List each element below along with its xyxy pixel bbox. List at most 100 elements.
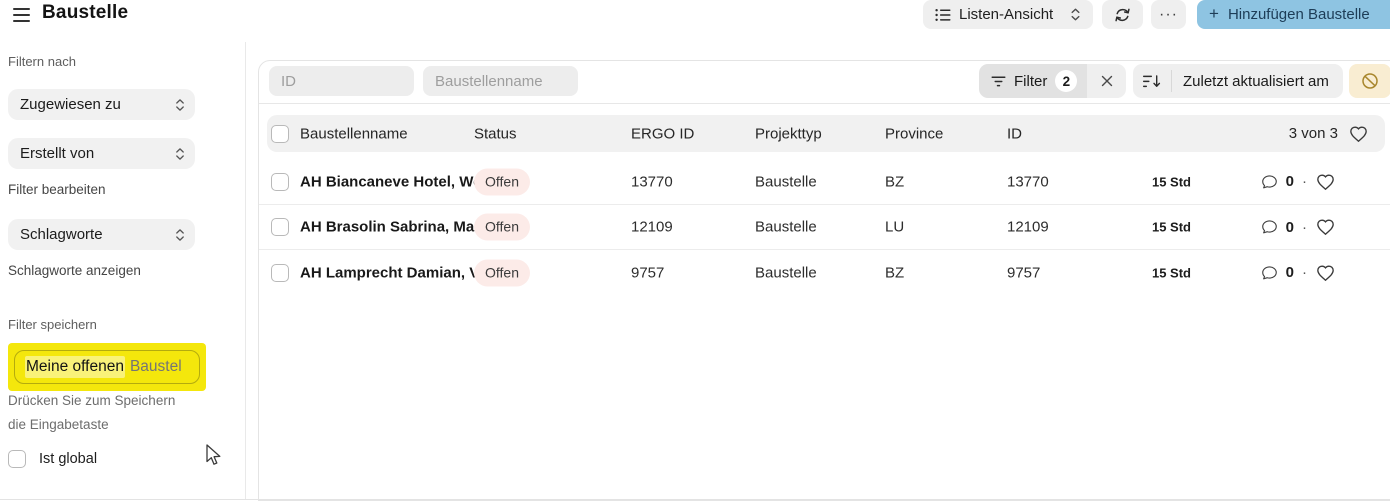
comment-count: 0 bbox=[1285, 218, 1294, 236]
comment-count: 0 bbox=[1285, 173, 1294, 190]
refresh-button[interactable] bbox=[1102, 0, 1143, 29]
cell-baustellenname[interactable]: AH Biancaneve Hotel, Wo bbox=[300, 173, 476, 190]
row-count-label: 3 von 3 bbox=[1288, 125, 1338, 142]
add-baustelle-label: Hinzufügen Baustelle bbox=[1227, 6, 1370, 23]
row-meta: 0 · bbox=[1260, 217, 1336, 237]
cell-province: BZ bbox=[885, 173, 905, 190]
heart-icon[interactable] bbox=[1315, 217, 1336, 237]
tags-select[interactable]: Schlagworte bbox=[8, 219, 195, 250]
show-tags-link[interactable]: Schlagworte anzeigen bbox=[8, 263, 141, 278]
comment-icon[interactable] bbox=[1260, 218, 1279, 236]
created-by-label: Erstellt von bbox=[20, 145, 95, 162]
results-card: Filter 2 Zuletzt aktualisiert am bbox=[258, 60, 1390, 501]
column-baustellenname[interactable]: Baustellenname bbox=[300, 125, 408, 142]
cell-status: Offen bbox=[474, 259, 530, 286]
chevron-updown-icon bbox=[175, 98, 185, 112]
table-header: Baustellenname Status ERGO ID Projekttyp… bbox=[267, 115, 1385, 152]
save-filter-hint: Drücken Sie zum Speichern die Eingabetas… bbox=[8, 393, 176, 432]
window-bottom-edge bbox=[0, 499, 1390, 500]
cell-ergo-id: 9757 bbox=[631, 264, 665, 281]
filter-button[interactable]: Filter 2 bbox=[979, 64, 1088, 98]
status-badge: Offen bbox=[474, 259, 530, 286]
cell-ergo-id: 13770 bbox=[631, 173, 673, 190]
page-title: Baustelle bbox=[42, 2, 129, 23]
filter-label: Filter bbox=[1014, 72, 1048, 90]
sort-descending-icon bbox=[1133, 74, 1171, 88]
is-global-row: Ist global bbox=[8, 450, 97, 468]
cell-updated: 15 Std bbox=[1151, 174, 1191, 189]
status-badge: Offen bbox=[474, 213, 530, 241]
row-checkbox[interactable] bbox=[271, 172, 289, 191]
list-view-label: Listen-Ansicht bbox=[959, 6, 1054, 23]
save-filter-input[interactable]: Meine offenen Baustel bbox=[14, 350, 200, 384]
add-baustelle-button[interactable]: + Hinzufügen Baustelle bbox=[1197, 0, 1390, 29]
close-icon bbox=[1101, 75, 1113, 87]
cell-id: 13770 bbox=[1007, 173, 1049, 190]
cell-projekttyp: Baustelle bbox=[755, 173, 817, 190]
cell-updated: 15 Std bbox=[1151, 219, 1191, 235]
cell-projekttyp: Baustelle bbox=[755, 264, 817, 281]
row-checkbox[interactable] bbox=[271, 263, 289, 282]
filter-count-badge: 2 bbox=[1055, 70, 1078, 92]
chevron-updown-icon bbox=[175, 147, 185, 161]
list-view-icon bbox=[935, 8, 951, 22]
cell-baustellenname[interactable]: AH Brasolin Sabrina, Mas bbox=[300, 218, 476, 236]
assigned-to-label: Zugewiesen zu bbox=[20, 96, 121, 113]
save-filter-input-rest-text: Baustel bbox=[129, 358, 182, 375]
hamburger-menu-icon[interactable] bbox=[13, 6, 33, 24]
is-global-label: Ist global bbox=[39, 451, 98, 467]
column-id[interactable]: ID bbox=[1007, 125, 1022, 142]
heart-icon[interactable] bbox=[1315, 172, 1336, 192]
id-filter-input[interactable] bbox=[269, 66, 414, 96]
cell-baustellenname[interactable]: AH Lamprecht Damian, Vi bbox=[300, 264, 476, 281]
meta-dot: · bbox=[1302, 218, 1307, 236]
sort-label: Zuletzt aktualisiert am bbox=[1183, 72, 1329, 90]
cell-projekttyp: Baustelle bbox=[755, 218, 817, 236]
meta-dot: · bbox=[1302, 173, 1307, 190]
cell-ergo-id: 12109 bbox=[631, 218, 673, 236]
table-toolbar: Filter 2 Zuletzt aktualisiert am bbox=[259, 61, 1390, 104]
sort-button[interactable]: Zuletzt aktualisiert am bbox=[1133, 64, 1343, 98]
table-row[interactable]: AH Biancaneve Hotel, Wo Offen 13770 Baus… bbox=[259, 159, 1390, 205]
tags-label: Schlagworte bbox=[20, 226, 103, 243]
column-projekttyp[interactable]: Projekttyp bbox=[755, 125, 822, 142]
save-filter-label: Filter speichern bbox=[8, 317, 97, 332]
cell-status: Offen bbox=[474, 213, 530, 241]
table-row[interactable]: AH Lamprecht Damian, Vi Offen 9757 Baust… bbox=[259, 250, 1390, 295]
comment-icon[interactable] bbox=[1260, 264, 1279, 282]
comment-count: 0 bbox=[1285, 264, 1294, 281]
save-filter-highlight: Meine offenen Baustel bbox=[8, 343, 206, 391]
column-status[interactable]: Status bbox=[474, 125, 517, 142]
created-by-select[interactable]: Erstellt von bbox=[8, 138, 195, 169]
filter-by-label: Filtern nach bbox=[8, 54, 76, 69]
more-options-button[interactable]: ··· bbox=[1151, 0, 1186, 29]
is-global-checkbox[interactable] bbox=[8, 450, 26, 468]
exclude-toggle-button[interactable] bbox=[1349, 64, 1390, 98]
chevron-updown-icon bbox=[175, 228, 185, 242]
row-checkbox[interactable] bbox=[271, 218, 289, 236]
sort-divider bbox=[1171, 70, 1172, 92]
filter-combo: Filter 2 bbox=[979, 64, 1127, 98]
cell-id: 12109 bbox=[1007, 218, 1049, 236]
cell-province: LU bbox=[885, 218, 905, 236]
assigned-to-select[interactable]: Zugewiesen zu bbox=[8, 89, 195, 120]
cell-updated: 15 Std bbox=[1151, 265, 1191, 280]
comment-icon[interactable] bbox=[1260, 173, 1279, 191]
clear-filter-button[interactable] bbox=[1087, 64, 1127, 98]
name-filter-input[interactable] bbox=[423, 66, 578, 96]
row-meta: 0 · bbox=[1260, 263, 1336, 283]
list-view-button[interactable]: Listen-Ansicht bbox=[923, 0, 1093, 29]
column-ergo-id[interactable]: ERGO ID bbox=[631, 125, 695, 142]
column-province[interactable]: Province bbox=[885, 125, 944, 142]
status-badge: Offen bbox=[474, 168, 530, 195]
refresh-icon bbox=[1114, 7, 1131, 23]
plus-icon: + bbox=[1209, 4, 1219, 23]
cell-province: BZ bbox=[885, 264, 905, 281]
edit-filter-link[interactable]: Filter bearbeiten bbox=[8, 182, 106, 197]
heart-icon[interactable] bbox=[1348, 124, 1369, 144]
cell-status: Offen bbox=[474, 168, 530, 195]
table-row[interactable]: AH Brasolin Sabrina, Mas Offen 12109 Bau… bbox=[259, 205, 1390, 250]
heart-icon[interactable] bbox=[1315, 263, 1336, 283]
select-all-checkbox[interactable] bbox=[271, 124, 289, 143]
